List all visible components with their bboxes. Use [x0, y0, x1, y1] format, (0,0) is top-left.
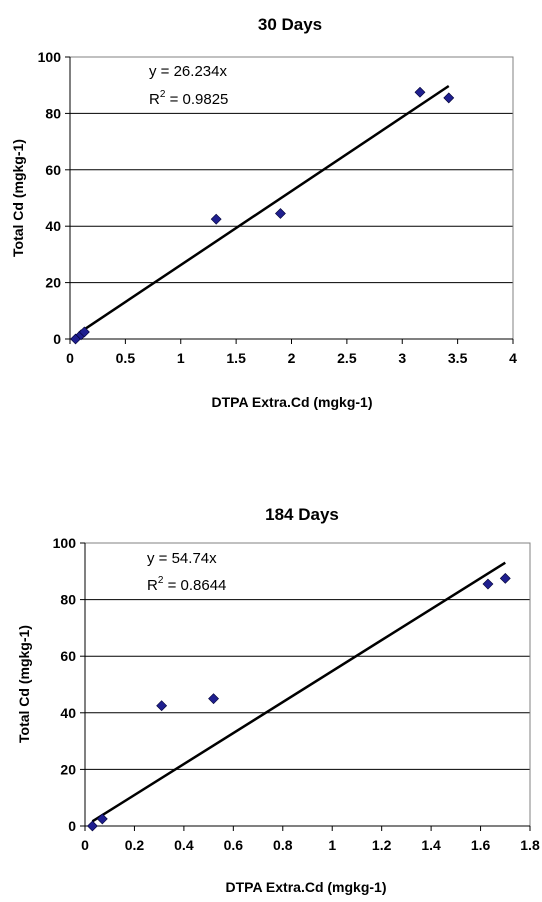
- y-tick-label: 0: [68, 818, 76, 834]
- x-tick-label: 0.6: [224, 837, 244, 853]
- y-tick-label: 20: [45, 275, 61, 291]
- y-tick-label: 100: [38, 49, 62, 65]
- chart-30-days: 30 Days 0 20 40 60 80 100 0 0.5 1 1.5 2 2.5 3 3.5 4 D…: [10, 15, 517, 410]
- data-point-marker: [208, 693, 219, 705]
- chart-title: 30 Days: [258, 15, 322, 34]
- trendline-equation: y = 54.74x: [147, 550, 217, 567]
- data-point-marker: [275, 208, 286, 219]
- data-point-marker: [96, 813, 108, 825]
- data-point-marker: [443, 92, 455, 104]
- r-squared-label: R2 = 0.9825: [149, 89, 228, 108]
- y-tick-label: 40: [45, 218, 61, 234]
- x-tick-label: 1: [177, 350, 185, 366]
- y-tick-label: 20: [60, 761, 76, 777]
- x-tick-label: 1.4: [421, 837, 441, 853]
- chart-title: 184 Days: [265, 505, 339, 524]
- x-tick-label: 0: [66, 350, 74, 366]
- y-tick-label: 80: [60, 592, 76, 608]
- trendline: [78, 84, 450, 335]
- x-tick-label: 2.5: [337, 350, 357, 366]
- x-tick-label: 1.8: [520, 837, 540, 853]
- y-tick-label: 80: [45, 105, 61, 121]
- data-point-marker: [210, 213, 222, 225]
- y-axis-label: Total Cd (mgkg-1): [10, 139, 26, 257]
- data-point-marker: [156, 700, 168, 712]
- x-tick-label: 1.6: [471, 837, 491, 853]
- chart-184-days: 184 Days 0 20 40 60 80 100 0 0.2 0.4 0.6 0.8 1 1.2 1…: [16, 505, 540, 895]
- y-axis-label: Total Cd (mgkg-1): [16, 625, 32, 743]
- y-tick-label: 60: [60, 648, 76, 664]
- x-tick-label: 0.5: [116, 350, 136, 366]
- x-tick-label: 1: [328, 837, 336, 853]
- y-tick-label: 100: [53, 535, 77, 551]
- x-axis-label: DTPA Extra.Cd (mgkg-1): [211, 394, 372, 410]
- x-tick-label: 3: [398, 350, 406, 366]
- x-tick-label: 1.5: [226, 350, 246, 366]
- x-tick-label: 0.4: [174, 837, 194, 853]
- x-tick-label: 0: [81, 837, 89, 853]
- data-point-marker: [499, 572, 511, 584]
- y-tick-label: 60: [45, 162, 61, 178]
- x-tick-label: 3.5: [448, 350, 468, 366]
- x-tick-label: 4: [509, 350, 517, 366]
- data-point-marker: [482, 578, 494, 590]
- x-tick-label: 2: [288, 350, 296, 366]
- x-tick-label: 0.2: [125, 837, 145, 853]
- data-point-marker: [86, 820, 98, 832]
- y-tick-label: 40: [60, 705, 76, 721]
- x-tick-label: 0.8: [273, 837, 293, 853]
- y-tick-label: 0: [53, 331, 61, 347]
- r-squared-label: R2 = 0.8644: [147, 575, 226, 594]
- data-point-marker: [414, 86, 426, 98]
- trendline-equation: y = 26.234x: [149, 63, 227, 80]
- data-point-marker: [78, 326, 90, 338]
- x-tick-label: 1.2: [372, 837, 392, 853]
- x-axis-label: DTPA Extra.Cd (mgkg-1): [225, 879, 386, 895]
- trendline: [91, 561, 506, 823]
